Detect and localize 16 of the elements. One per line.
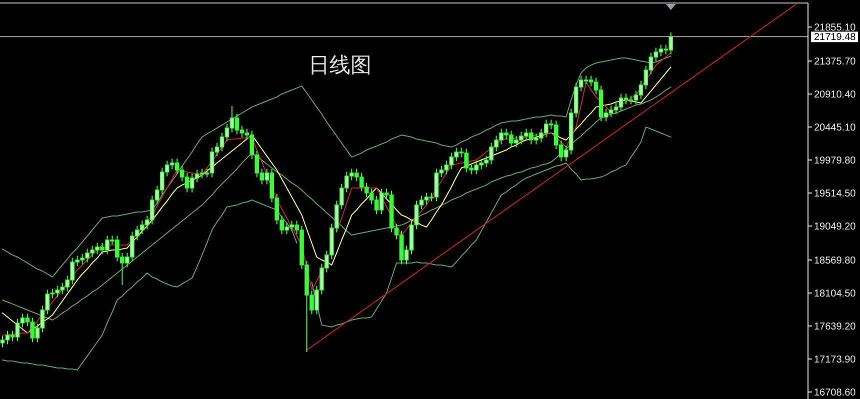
y-tick-label: 17173.90 [814,354,856,366]
line-series [306,4,796,351]
y-tick-label: 19979.80 [814,156,856,167]
y-tick-label: 20445.10 [814,122,856,134]
y-tick-label: 21375.70 [814,56,856,68]
y-tick-label: 17639.20 [814,322,856,333]
y-tick-label: 20910.40 [814,90,856,101]
y-tick-label: 16708.60 [814,388,856,399]
y-tick-label: 19049.20 [814,222,856,233]
ref-line-label: 21719.48 [814,32,856,44]
y-tick-label: 18569.80 [814,256,856,267]
y-tick-label: 18104.50 [814,288,856,300]
y-tick-label: 21855.10 [814,22,856,34]
text: 日线图 [308,53,372,77]
y-tick-label: 19514.50 [814,188,856,200]
line-series [2,56,672,278]
